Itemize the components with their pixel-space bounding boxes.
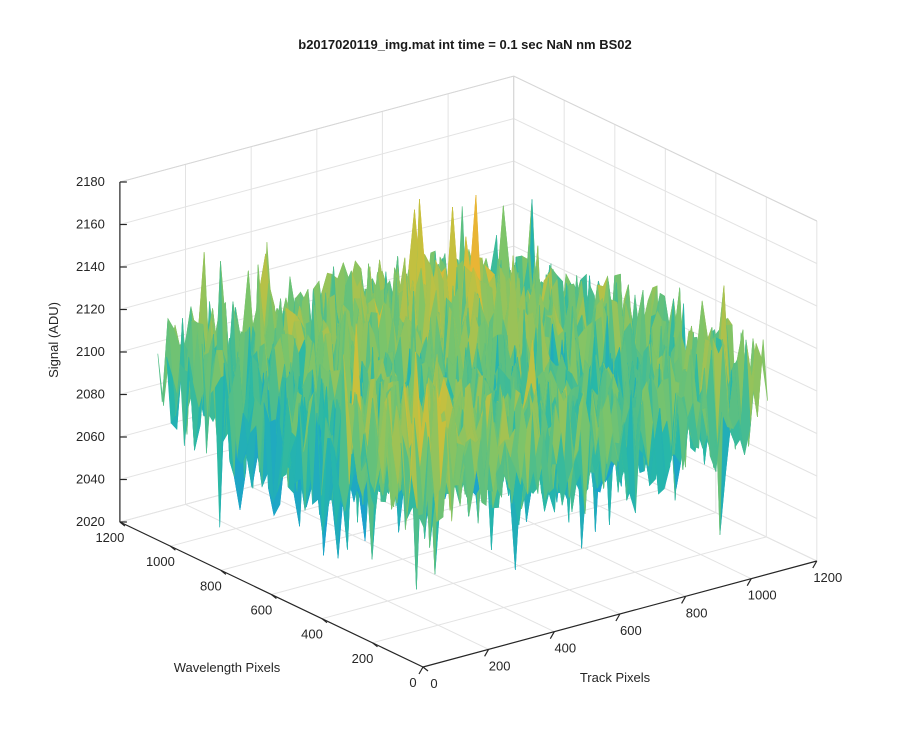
y-axis-label: Wavelength Pixels — [174, 660, 281, 675]
box-edge — [513, 75, 818, 222]
y-tick-mark — [372, 642, 378, 648]
gridline-wall-z — [513, 118, 818, 264]
x-tick-label: 600 — [620, 623, 642, 638]
z-tick-label: 2080 — [76, 387, 105, 402]
z-tick-label: 2160 — [76, 217, 105, 232]
z-tick-label: 2020 — [76, 514, 105, 529]
y-tick-label: 200 — [352, 651, 374, 666]
surface-mesh — [157, 194, 768, 590]
z-tick-label: 2180 — [76, 174, 105, 189]
x-tick-mark — [549, 631, 555, 639]
y-tick-label: 1000 — [146, 554, 175, 569]
gridline-wall-z — [119, 160, 514, 268]
gridline-wall-z — [513, 160, 818, 307]
gridline-wall-z — [119, 118, 514, 225]
box-edge — [119, 75, 514, 183]
x-tick-mark — [681, 596, 687, 604]
gridline-floor-y — [372, 536, 767, 644]
x-tick-mark — [746, 578, 752, 586]
x-tick-mark — [615, 613, 621, 622]
y-tick-label: 400 — [301, 627, 323, 642]
gridline-floor-y — [271, 488, 666, 595]
x-axis-label: Track Pixels — [580, 670, 651, 685]
gridline-floor-y — [321, 512, 716, 620]
x-tick-mark — [484, 649, 490, 657]
y-tick-label: 1200 — [95, 530, 124, 545]
z-tick-label: 2120 — [76, 302, 105, 317]
y-tick-label: 600 — [251, 603, 273, 618]
gridline-wall-z — [119, 203, 514, 310]
y-tick-mark — [220, 569, 227, 575]
z-axis-label: Signal (ADU) — [46, 302, 61, 378]
y-tick-mark — [170, 545, 176, 551]
chart-title: b2017020119_img.mat int time = 0.1 sec N… — [298, 37, 631, 52]
x-tick-label: 1000 — [748, 588, 777, 603]
surface-patch — [418, 436, 429, 529]
z-tick-label: 2040 — [76, 472, 105, 487]
surface-patch — [469, 194, 481, 283]
axis-lines — [119, 181, 818, 675]
x-tick-label: 400 — [554, 641, 576, 656]
y-tick-label: 800 — [200, 578, 222, 593]
x-tick-mark — [418, 666, 424, 675]
y-tick-label: 0 — [409, 675, 416, 690]
z-tick-label: 2140 — [76, 259, 105, 274]
x-tick-mark — [812, 560, 818, 569]
x-tick-label: 800 — [686, 605, 708, 620]
y-tick-mark — [119, 521, 126, 527]
x-tick-label: 1200 — [813, 570, 842, 585]
x-tick-label: 200 — [489, 658, 511, 673]
x-tick-label: 0 — [430, 676, 437, 691]
z-tick-label: 2100 — [76, 344, 105, 359]
z-tick-label: 2060 — [76, 429, 105, 444]
y-tick-mark — [271, 594, 277, 599]
tick-labels: 0 200 400 600 800 1000 1200 0 200 400 600 800 1000 12… — [76, 174, 842, 691]
y-tick-mark — [422, 666, 429, 672]
gridline-wall-z — [513, 203, 818, 349]
y-tick-mark — [321, 618, 328, 624]
